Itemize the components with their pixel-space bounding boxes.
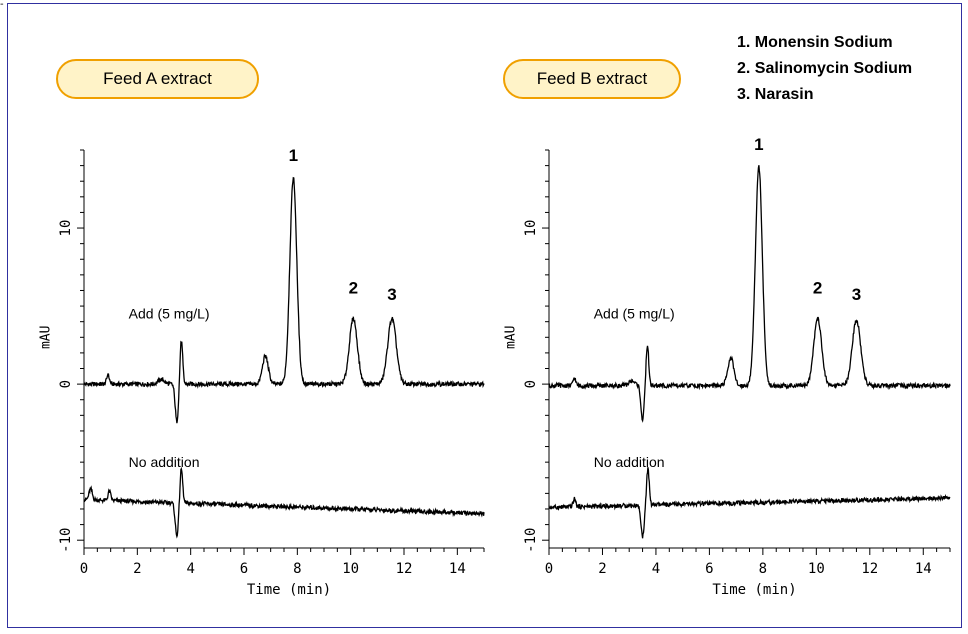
chart1-x-tick-label: 4	[186, 561, 194, 577]
chart1-x-tick-label: 6	[240, 561, 248, 577]
chart2-y-tick-label: 10	[523, 220, 539, 237]
chart2-trace-no-addition	[548, 467, 951, 539]
chart2-x-tick-label: 6	[705, 561, 713, 577]
peak-legend: 1. Monensin Sodium 2. Salinomycin Sodium…	[737, 30, 912, 108]
chart1-x-tick-label: 8	[293, 561, 301, 577]
chart1-y-tick-label: 10	[58, 220, 74, 237]
chart-title-feed-b: Feed B extract	[503, 59, 681, 99]
chart2-x-axis-label: Time (min)	[712, 582, 796, 598]
chart2-x-tick-label: 10	[808, 561, 825, 577]
chart1-x-axis-label: Time (min)	[247, 582, 331, 598]
chart1-series-label: No addition	[129, 454, 200, 470]
chart1-y-axis-label: mAU	[39, 326, 54, 349]
chart1-x-tick-label: 2	[133, 561, 141, 577]
chart1-trace-no-addition	[83, 466, 485, 539]
chart2-y-tick-label: -10	[523, 528, 539, 553]
chart2-peak-label: 1	[754, 135, 763, 154]
chart1-series-label: Add (5 mg/L)	[129, 306, 210, 322]
chart1-x-tick-label: 10	[342, 561, 359, 577]
chart2-x-tick-label: 4	[652, 561, 660, 577]
chart2-x-tick-label: 14	[915, 561, 932, 577]
chart2-series-label: Add (5 mg/L)	[594, 306, 675, 322]
chart-title-feed-a: Feed A extract	[56, 59, 259, 99]
chart1-x-tick-label: 14	[449, 561, 466, 577]
chart2-peak-label: 2	[813, 279, 822, 298]
chart2-x-tick-label: 0	[545, 561, 553, 577]
chart1-y-tick-label: -10	[58, 528, 74, 553]
legend-item-salinomycin: 2. Salinomycin Sodium	[737, 60, 913, 77]
figure-frame	[7, 3, 962, 628]
chart2-trace-add	[548, 165, 951, 423]
chart1-y-tick-label: 0	[58, 380, 74, 388]
chart2-x-tick-label: 12	[861, 561, 878, 577]
corner-mark: -	[0, 0, 4, 10]
chart2-x-tick-label: 8	[759, 561, 767, 577]
chart2-x-tick-label: 2	[598, 561, 606, 577]
chart1-peak-label: 2	[349, 279, 358, 298]
chart2-peak-label: 3	[852, 285, 861, 304]
chart2-y-axis-label: mAU	[504, 326, 519, 349]
chart1-x-tick-label: 12	[396, 561, 413, 577]
legend-item-narasin: 3. Narasin	[737, 86, 814, 103]
legend-item-monensin: 1. Monensin Sodium	[737, 34, 893, 51]
chart1-peak-label: 3	[387, 285, 396, 304]
chart2-series-label: No addition	[594, 454, 665, 470]
chart1-x-tick-label: 0	[80, 561, 88, 577]
chart1-trace-add	[83, 176, 485, 424]
chart1-peak-label: 1	[289, 146, 298, 165]
chart2-y-tick-label: 0	[523, 380, 539, 388]
